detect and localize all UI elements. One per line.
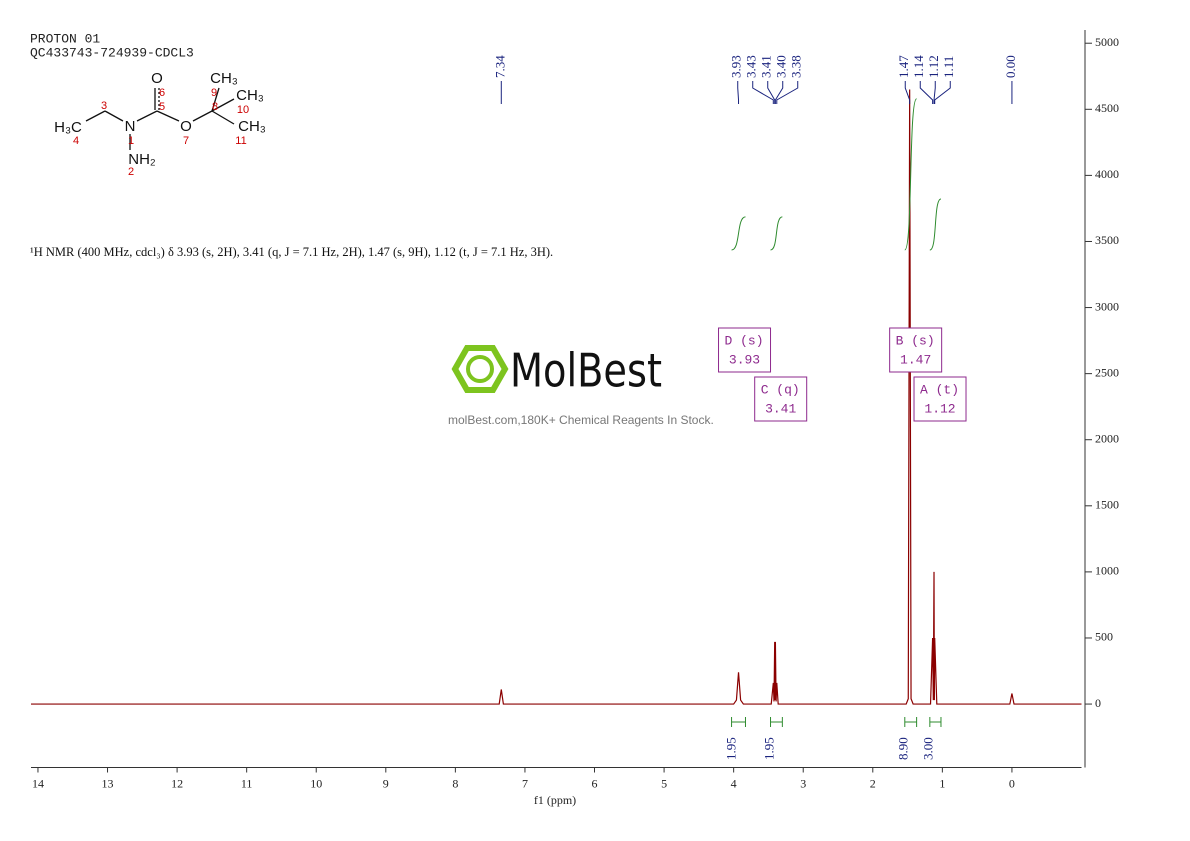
integral-label: 1.95 <box>724 737 739 760</box>
integral-label: 8.90 <box>896 737 911 760</box>
x-tick-label: 6 <box>592 776 598 790</box>
x-tick-label: 11 <box>241 776 253 790</box>
peak-label: 3.43 <box>744 55 759 78</box>
atom: O <box>180 118 192 135</box>
peak-label: 1.14 <box>911 55 926 78</box>
multiplet-box <box>718 327 772 373</box>
x-tick-label: 10 <box>310 776 322 790</box>
chart-title: PROTON 01 <box>30 31 100 46</box>
integral-range <box>904 717 918 727</box>
integral-range <box>731 717 746 727</box>
x-tick-label: 1 <box>939 776 945 790</box>
y-tick-label: 4500 <box>1095 101 1119 115</box>
x-tick-label: 9 <box>383 776 389 790</box>
watermark-logo <box>451 345 509 393</box>
peak-leader <box>933 81 936 104</box>
y-tick-label: 4000 <box>1095 167 1119 181</box>
multiplet-shift: 3.41 <box>765 401 796 416</box>
atom-number: 9 <box>211 87 217 99</box>
peak-leader <box>904 81 911 104</box>
atom-number: 2 <box>128 166 134 178</box>
peak-leader <box>776 81 799 104</box>
y-tick-label: 1000 <box>1095 564 1119 578</box>
x-tick-label: 5 <box>661 776 667 790</box>
y-tick-label: 2000 <box>1095 431 1119 445</box>
spectrum <box>31 89 1082 705</box>
watermark-tagline: molBest.com,180K+ Chemical Reagents In S… <box>448 413 714 427</box>
atom: CH₃ <box>238 118 266 135</box>
y-tick-label: 5000 <box>1095 35 1119 49</box>
atom-number: 10 <box>237 104 249 116</box>
chart-subtitle: QC433743-724939-CDCL3 <box>30 45 194 60</box>
multiplet-box <box>913 376 967 422</box>
peak-leader <box>919 81 934 104</box>
integral-label: 1.95 <box>761 737 776 760</box>
x-tick-label: 7 <box>522 776 528 790</box>
x-tick-label: 3 <box>800 776 806 790</box>
x-tick-label: 0 <box>1009 776 1015 790</box>
structure-bonds <box>85 87 235 150</box>
watermark-brand: MolBest <box>510 344 662 398</box>
x-tick-label: 2 <box>870 776 876 790</box>
integral-curve <box>904 98 918 251</box>
atom-number: 1 <box>128 135 134 147</box>
peak-label: 3.93 <box>729 55 744 78</box>
peak-leader <box>767 81 776 104</box>
atom: H₃C <box>54 119 82 136</box>
multiplet-shift: 1.47 <box>900 352 931 367</box>
peak-label: 3.40 <box>774 55 789 78</box>
atom-number: 5 <box>159 101 165 113</box>
x-tick-label: 13 <box>102 776 114 790</box>
peak-label: 3.38 <box>789 55 804 78</box>
integral-curve <box>770 216 783 251</box>
x-tick-label: 14 <box>32 776 44 790</box>
peak-label: 1.47 <box>896 55 911 78</box>
peak-label: 3.41 <box>759 55 774 78</box>
peak-leader <box>774 81 784 104</box>
atom-number: 6 <box>159 87 165 99</box>
multiplet-label: D (s) <box>725 333 764 348</box>
x-axis-label: f1 (ppm) <box>534 793 576 807</box>
integral-range <box>770 717 783 727</box>
nmr-description: ¹H NMR (400 MHz, cdcl₃) δ 3.93 (s, 2H), … <box>30 245 554 259</box>
y-tick-label: 3500 <box>1095 233 1119 247</box>
atom-number: 8 <box>212 101 218 113</box>
peak-label: 0.00 <box>1003 55 1018 78</box>
x-tick-label: 8 <box>452 776 458 790</box>
atom: NH₂ <box>128 151 156 168</box>
x-tick-label: 4 <box>731 776 737 790</box>
multiplet-box <box>889 327 943 373</box>
atom-number: 11 <box>235 135 246 147</box>
multiplet-shift: 3.93 <box>729 352 760 367</box>
multiplet-label: A (t) <box>920 382 959 397</box>
atom: CH₃ <box>210 70 238 87</box>
y-tick-label: 3000 <box>1095 299 1119 313</box>
y-tick-label: 1500 <box>1095 498 1119 512</box>
integral-curve <box>731 216 746 251</box>
y-tick-label: 0 <box>1095 696 1101 710</box>
x-tick-label: 12 <box>171 776 183 790</box>
atom: O <box>151 70 163 87</box>
integral-label: 3.00 <box>920 737 935 760</box>
multiplet-label: B (s) <box>896 333 935 348</box>
multiplet-label: C (q) <box>761 382 800 397</box>
atom: CH₃ <box>236 87 264 104</box>
atom-number: 7 <box>183 135 189 147</box>
atom: N <box>125 118 136 135</box>
integral-range <box>929 717 942 727</box>
atom-number: 3 <box>101 100 107 112</box>
peak-leader <box>934 81 951 104</box>
peak-label: 1.11 <box>941 56 956 78</box>
peak-leader <box>737 81 740 104</box>
atom-number: 4 <box>73 135 79 147</box>
integral-curve <box>929 198 942 251</box>
multiplet-shift: 1.12 <box>924 401 955 416</box>
peak-leader <box>752 81 774 104</box>
peak-label: 7.34 <box>492 55 507 78</box>
y-tick-label: 2500 <box>1095 365 1119 379</box>
multiplet-box <box>754 376 808 422</box>
y-tick-label: 500 <box>1095 630 1113 644</box>
peak-label: 1.12 <box>926 55 941 78</box>
